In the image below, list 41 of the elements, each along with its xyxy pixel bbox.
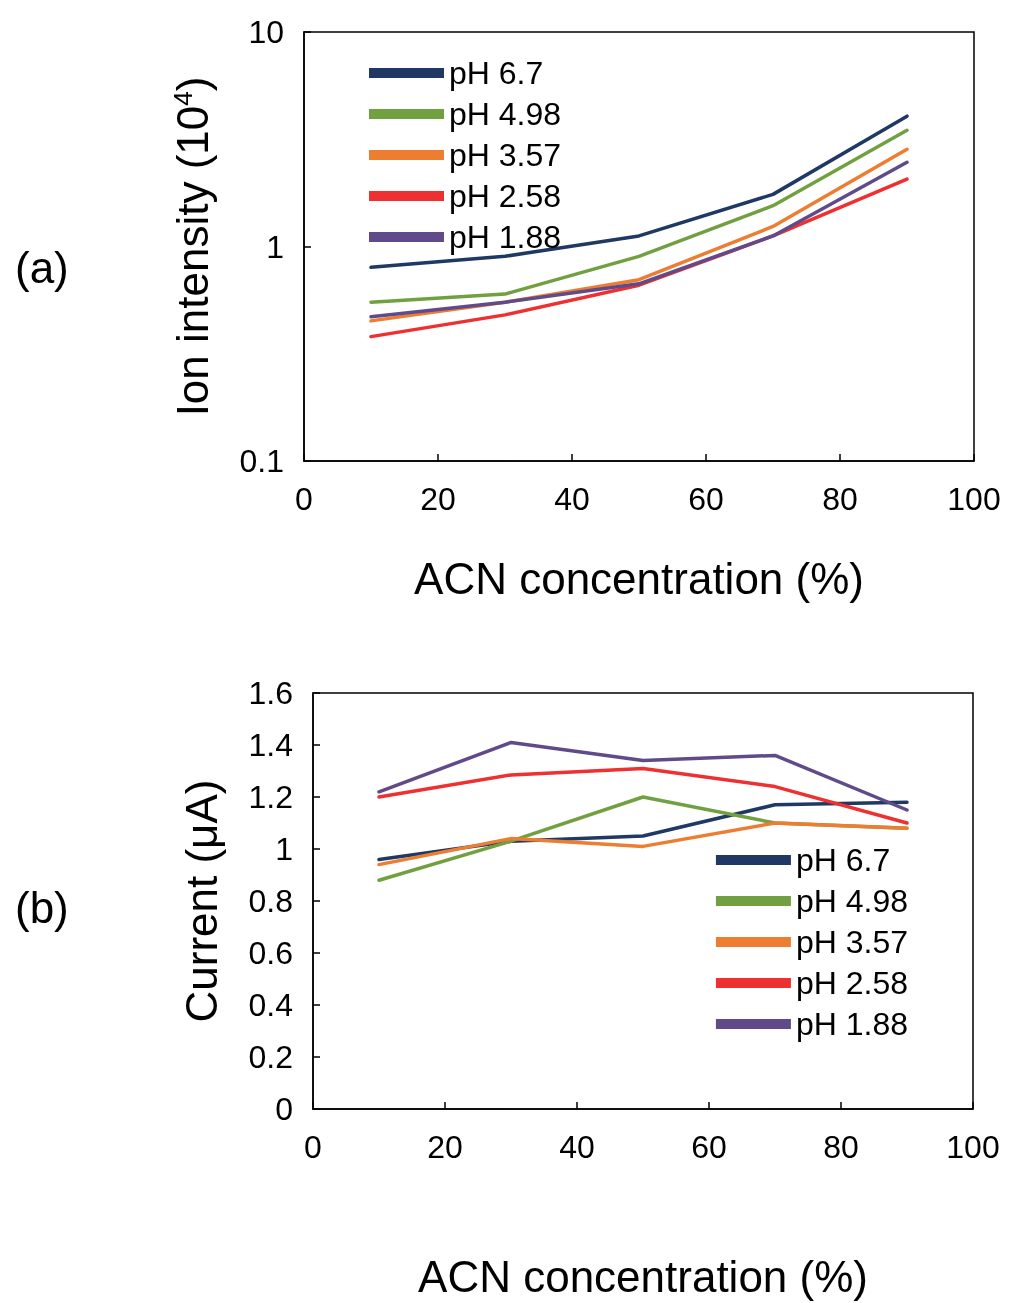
x-axis-title: ACN concentration (%) — [414, 553, 864, 603]
y-tick-label: 1 — [275, 831, 293, 867]
legend-label: pH 6.7 — [449, 55, 544, 91]
legend-label: pH 4.98 — [449, 96, 562, 132]
x-tick-label: 40 — [559, 1129, 595, 1165]
y-tick-label: 0.4 — [248, 987, 293, 1023]
legend-label: pH 2.58 — [795, 965, 908, 1001]
y-tick-label: 0.8 — [248, 883, 293, 919]
line-series — [377, 740, 909, 812]
x-tick-label: 40 — [554, 481, 590, 517]
y-tick-label: 0 — [275, 1091, 293, 1127]
x-tick-label: 80 — [823, 1129, 859, 1165]
x-tick-label: 60 — [688, 481, 724, 517]
legend-label: pH 3.57 — [449, 137, 562, 173]
x-tick-label: 100 — [947, 481, 1001, 517]
legend-label: pH 1.88 — [449, 219, 562, 255]
y-tick-label: 0.2 — [248, 1039, 293, 1075]
text: (b) — [15, 882, 69, 932]
y-tick-label: 0.6 — [248, 935, 293, 971]
y-tick-label: 0.1 — [239, 443, 284, 479]
x-tick-label: 0 — [304, 1129, 322, 1165]
text: (a) — [15, 242, 69, 292]
x-tick-label: 20 — [427, 1129, 463, 1165]
y-axis-title: Current (μA) — [176, 779, 226, 1023]
x-axis-title: ACN concentration (%) — [418, 1251, 868, 1301]
line-series — [377, 766, 909, 825]
x-tick-label: 80 — [822, 481, 858, 517]
y-tick-label: 1.6 — [248, 675, 293, 711]
y-tick-label: 1 — [266, 228, 284, 265]
legend-label: pH 2.58 — [449, 178, 562, 214]
y-tick-label: 1.2 — [248, 779, 293, 815]
legend-label: pH 6.7 — [795, 842, 891, 878]
y-axis-title: Ion intensity (104) — [167, 76, 217, 417]
legend-label: pH 4.98 — [795, 883, 908, 919]
y-tick-label: 1.4 — [248, 727, 293, 763]
legend-label: pH 3.57 — [795, 924, 908, 960]
y-tick-label: 10 — [248, 14, 284, 50]
x-tick-label: 100 — [946, 1129, 1000, 1165]
x-tick-label: 20 — [420, 481, 456, 517]
legend-label: pH 1.88 — [795, 1006, 908, 1042]
x-tick-label: 60 — [691, 1129, 727, 1165]
